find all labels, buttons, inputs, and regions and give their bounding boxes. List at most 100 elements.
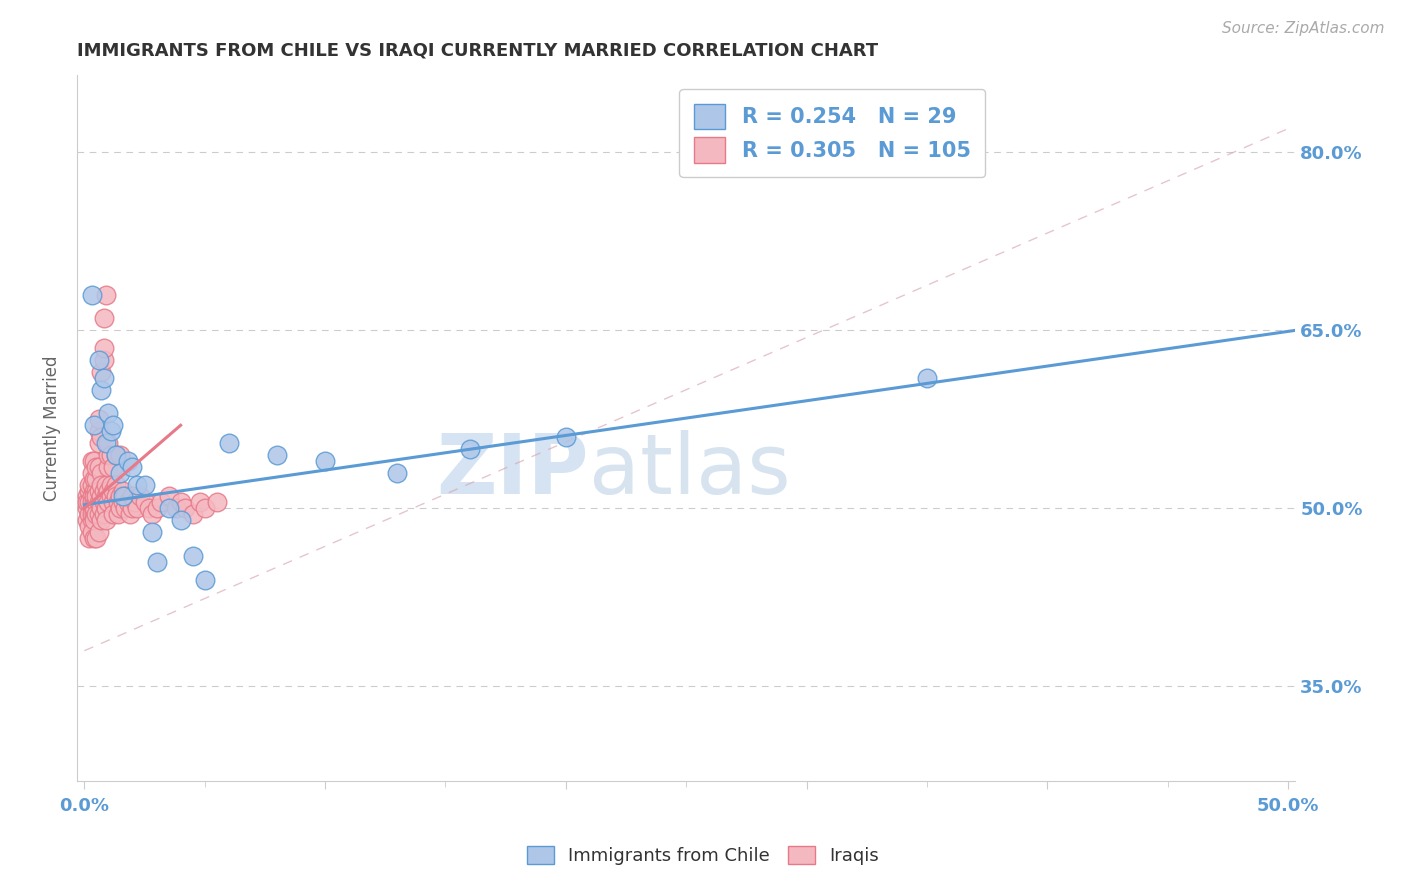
Point xyxy=(93,508,115,522)
Point xyxy=(93,495,115,509)
Point xyxy=(94,501,117,516)
Point xyxy=(90,383,112,397)
Point xyxy=(80,490,103,504)
Point xyxy=(90,501,112,516)
Point xyxy=(86,531,108,545)
Point xyxy=(94,490,117,504)
Point xyxy=(134,477,156,491)
Point xyxy=(83,501,105,516)
Point xyxy=(104,448,127,462)
Point xyxy=(86,495,108,509)
Point xyxy=(103,418,125,433)
Point xyxy=(97,495,120,509)
Point xyxy=(86,472,108,486)
Point xyxy=(104,448,127,462)
Point xyxy=(134,495,156,509)
Point xyxy=(100,424,122,438)
Point xyxy=(117,454,139,468)
Point xyxy=(80,495,103,509)
Point xyxy=(97,436,120,450)
Point xyxy=(77,508,100,522)
Point xyxy=(120,508,142,522)
Point xyxy=(80,477,103,491)
Text: IMMIGRANTS FROM CHILE VS IRAQI CURRENTLY MARRIED CORRELATION CHART: IMMIGRANTS FROM CHILE VS IRAQI CURRENTLY… xyxy=(77,42,879,60)
Point xyxy=(165,501,187,516)
Point xyxy=(87,495,110,509)
Legend: R = 0.254   N = 29, R = 0.305   N = 105: R = 0.254 N = 29, R = 0.305 N = 105 xyxy=(679,89,986,178)
Point xyxy=(124,495,146,509)
Point xyxy=(121,501,143,516)
Point xyxy=(87,436,110,450)
Point xyxy=(77,483,100,498)
Point xyxy=(86,459,108,474)
Point xyxy=(169,513,191,527)
Point xyxy=(157,501,180,516)
Point xyxy=(107,508,129,522)
Point xyxy=(121,490,143,504)
Point xyxy=(77,519,100,533)
Point xyxy=(110,448,132,462)
Point xyxy=(76,490,98,504)
Point xyxy=(188,495,211,509)
Point xyxy=(83,508,105,522)
Point xyxy=(93,311,115,326)
Point xyxy=(83,495,105,509)
Point xyxy=(100,477,122,491)
Point xyxy=(174,501,197,516)
Point xyxy=(127,501,149,516)
Point xyxy=(80,287,103,301)
Point xyxy=(181,508,204,522)
Point xyxy=(103,459,125,474)
Point xyxy=(138,501,160,516)
Point xyxy=(458,442,481,456)
Point xyxy=(103,483,125,498)
Point xyxy=(87,483,110,498)
Point xyxy=(114,501,136,516)
Point xyxy=(145,555,167,569)
Point xyxy=(111,483,134,498)
Point xyxy=(94,287,117,301)
Point xyxy=(145,501,167,516)
Point xyxy=(77,495,100,509)
Point xyxy=(80,525,103,540)
Point xyxy=(83,418,105,433)
Point xyxy=(94,477,117,491)
Point xyxy=(150,495,173,509)
Point xyxy=(83,490,105,504)
Point xyxy=(117,495,139,509)
Point xyxy=(87,508,110,522)
Point xyxy=(94,513,117,527)
Point xyxy=(90,365,112,379)
Point xyxy=(114,490,136,504)
Point xyxy=(83,472,105,486)
Point xyxy=(93,341,115,355)
Point xyxy=(141,525,163,540)
Point xyxy=(87,424,110,438)
Point xyxy=(93,483,115,498)
Point xyxy=(90,466,112,480)
Point xyxy=(87,412,110,426)
Point xyxy=(266,448,288,462)
Point xyxy=(76,495,98,509)
Point xyxy=(915,371,938,385)
Point xyxy=(100,490,122,504)
Point xyxy=(218,436,240,450)
Point xyxy=(83,513,105,527)
Text: Source: ZipAtlas.com: Source: ZipAtlas.com xyxy=(1222,21,1385,37)
Point xyxy=(94,436,117,450)
Point xyxy=(86,483,108,498)
Point xyxy=(83,454,105,468)
Y-axis label: Currently Married: Currently Married xyxy=(44,356,60,501)
Point xyxy=(103,495,125,509)
Point xyxy=(314,454,336,468)
Point xyxy=(205,495,228,509)
Point xyxy=(111,495,134,509)
Point xyxy=(100,448,122,462)
Text: ZIP: ZIP xyxy=(436,430,589,511)
Point xyxy=(87,353,110,368)
Point xyxy=(87,459,110,474)
Point xyxy=(169,495,191,509)
Point xyxy=(80,513,103,527)
Point xyxy=(83,483,105,498)
Point xyxy=(86,508,108,522)
